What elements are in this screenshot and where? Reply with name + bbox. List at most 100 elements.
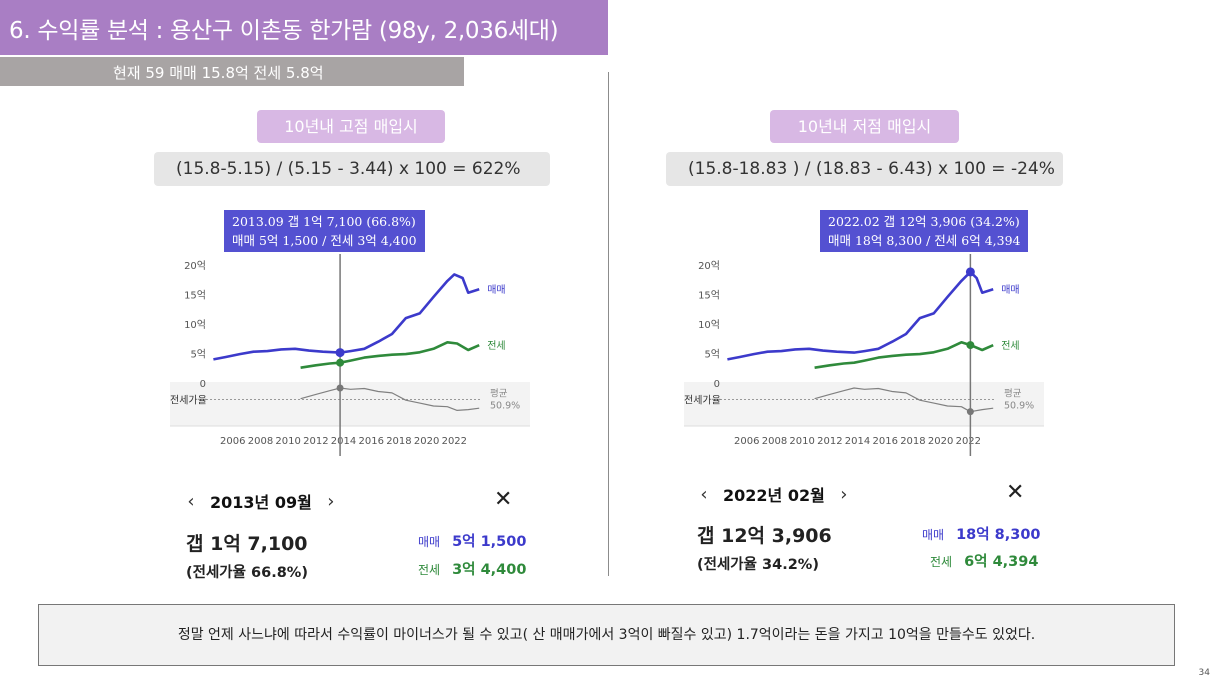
marker-dot-sale bbox=[335, 348, 345, 358]
page-subtitle: 현재 59 매매 15.8억 전세 5.8억 bbox=[113, 64, 324, 82]
x-tick-label: 2006 bbox=[734, 436, 759, 447]
ratio-average-value: 50.9% bbox=[1004, 401, 1034, 412]
series-line-sale bbox=[213, 273, 480, 361]
page-title: 6. 수익률 분석 : 용산구 이촌동 한가람 (98y, 2,036세대) bbox=[9, 18, 559, 44]
chevron-left-icon[interactable]: ‹ bbox=[700, 483, 708, 505]
formula-high-point: (15.8-5.15) / (5.15 - 3.44) x 100 = 622% bbox=[154, 152, 550, 186]
close-icon[interactable]: ✕ bbox=[1006, 480, 1025, 505]
x-tick-label: 2010 bbox=[789, 436, 814, 447]
ratio-average-label: 평균 bbox=[490, 389, 508, 400]
series-label: 전세 bbox=[487, 340, 505, 352]
series-label: 매매 bbox=[487, 284, 505, 296]
chart-tooltip: 2022.02 갭 12억 3,906 (34.2%) 매매 18억 8,300… bbox=[820, 210, 1029, 252]
price-chart-high-point[interactable]: 20억 15억 10억 5억 0 전세가율 평균 50.9% 2006 2008 2010 2012 2… bbox=[170, 210, 536, 470]
x-tick-label: 2018 bbox=[900, 436, 925, 447]
series-line-sale bbox=[727, 270, 994, 361]
jeonse-price-row: 전세 6억 4,394 bbox=[930, 550, 1038, 571]
x-tick-label: 2020 bbox=[928, 436, 953, 447]
jeonse-value: 3억 4,400 bbox=[452, 562, 527, 578]
month-label: 2013년 09월 bbox=[210, 493, 312, 512]
gap-value: 갭 1억 7,100 bbox=[186, 533, 308, 555]
ratio-label: 전세가율 bbox=[684, 395, 721, 407]
y-tick-label: 10억 bbox=[184, 319, 206, 331]
sale-value: 18억 8,300 bbox=[956, 527, 1041, 543]
month-nav: ‹ 2013년 09월 › bbox=[178, 489, 344, 513]
series-line-jeonse bbox=[814, 341, 994, 369]
marker-dot-ratio bbox=[336, 384, 344, 392]
tag-high-point: 10년내 고점 매입시 bbox=[257, 110, 445, 143]
sale-label: 매매 bbox=[922, 528, 945, 542]
close-icon[interactable]: ✕ bbox=[494, 487, 513, 512]
x-tick-label: 2022 bbox=[956, 436, 981, 447]
chart-tooltip: 2013.09 갭 1억 7,100 (66.8%) 매매 5억 1,500 /… bbox=[224, 210, 425, 252]
jeonse-value: 6억 4,394 bbox=[964, 554, 1039, 570]
y-tick-label: 20억 bbox=[184, 260, 206, 272]
y-tick-label: 15억 bbox=[184, 290, 206, 302]
x-tick-label: 2010 bbox=[275, 436, 300, 447]
jeonse-price-row: 전세 3억 4,400 bbox=[418, 558, 526, 579]
y-tick-label: 20억 bbox=[698, 260, 720, 272]
y-tick-label: 0 bbox=[714, 379, 720, 390]
x-tick-label: 2020 bbox=[414, 436, 439, 447]
y-tick-label: 5억 bbox=[704, 349, 720, 361]
x-tick-label: 2016 bbox=[873, 436, 898, 447]
sale-price-row: 매매 18억 8,300 bbox=[922, 523, 1041, 544]
ratio-average-value: 50.9% bbox=[490, 401, 520, 412]
panel-divider bbox=[608, 72, 609, 576]
x-tick-label: 2016 bbox=[359, 436, 384, 447]
detail-panel-high-point: ‹ 2013년 09월 › ✕ 갭 1억 7,100 (전세가율 66.8%) … bbox=[170, 485, 536, 585]
marker-dot-jeonse bbox=[966, 341, 975, 350]
title-bar: 6. 수익률 분석 : 용산구 이촌동 한가람 (98y, 2,036세대) bbox=[0, 0, 608, 55]
y-tick-label: 5억 bbox=[190, 349, 206, 361]
subtitle-bar: 현재 59 매매 15.8억 전세 5.8억 bbox=[0, 57, 464, 86]
chevron-left-icon[interactable]: ‹ bbox=[187, 490, 195, 512]
series-label: 매매 bbox=[1001, 284, 1019, 296]
x-tick-label: 2022 bbox=[442, 436, 467, 447]
sale-label: 매매 bbox=[418, 535, 441, 549]
ratio-band-bg bbox=[170, 382, 530, 426]
tooltip-line-2: 매매 18억 8,300 / 전세 6억 4,394 bbox=[828, 233, 1021, 248]
x-tick-label: 2006 bbox=[220, 436, 245, 447]
tooltip-line-1: 2022.02 갭 12억 3,906 (34.2%) bbox=[828, 214, 1020, 229]
detail-panel-low-point: ‹ 2022년 02월 › ✕ 갭 12억 3,906 (전세가율 34.2%)… bbox=[684, 478, 1050, 578]
series-line-ratio bbox=[300, 387, 480, 411]
x-tick-label: 2012 bbox=[817, 436, 842, 447]
x-tick-label: 2008 bbox=[248, 436, 273, 447]
summary-note: 정말 언제 사느냐에 따라서 수익률이 마이너스가 될 수 있고( 산 매매가에… bbox=[38, 604, 1175, 666]
jeonse-ratio: (전세가율 66.8%) bbox=[186, 565, 308, 581]
x-tick-label: 2014 bbox=[845, 436, 870, 447]
chevron-right-icon[interactable]: › bbox=[840, 483, 848, 505]
sale-value: 5억 1,500 bbox=[452, 534, 527, 550]
sale-price-row: 매매 5억 1,500 bbox=[418, 530, 526, 551]
jeonse-label: 전세 bbox=[418, 563, 441, 577]
jeonse-ratio: (전세가율 34.2%) bbox=[697, 557, 819, 573]
month-label: 2022년 02월 bbox=[723, 486, 825, 505]
price-chart-low-point[interactable]: 20억 15억 10억 5억 0 전세가율 평균 50.9% 2006 2008 2010 2012 2… bbox=[684, 210, 1050, 464]
y-tick-label: 10억 bbox=[698, 319, 720, 331]
x-tick-label: 2018 bbox=[386, 436, 411, 447]
chevron-right-icon[interactable]: › bbox=[327, 490, 335, 512]
month-nav: ‹ 2022년 02월 › bbox=[691, 482, 857, 506]
x-tick-label: 2014 bbox=[331, 436, 356, 447]
marker-dot-ratio bbox=[966, 408, 974, 416]
tooltip-line-2: 매매 5억 1,500 / 전세 3억 4,400 bbox=[232, 233, 417, 248]
ratio-label: 전세가율 bbox=[170, 395, 207, 407]
jeonse-label: 전세 bbox=[930, 555, 953, 569]
formula-low-point: (15.8-18.83 ) / (18.83 - 6.43) x 100 = -… bbox=[666, 152, 1063, 186]
ratio-average-label: 평균 bbox=[1004, 389, 1022, 400]
tooltip-line-1: 2013.09 갭 1억 7,100 (66.8%) bbox=[232, 214, 416, 229]
tag-low-point: 10년내 저점 매입시 bbox=[770, 110, 959, 143]
y-tick-label: 15억 bbox=[698, 290, 720, 302]
x-tick-label: 2012 bbox=[303, 436, 328, 447]
ratio-band-bg bbox=[684, 382, 1044, 426]
y-tick-label: 0 bbox=[200, 379, 206, 390]
page-number: 34 bbox=[1198, 668, 1210, 678]
series-label: 전세 bbox=[1001, 340, 1019, 352]
marker-dot-jeonse bbox=[336, 358, 345, 367]
series-line-jeonse bbox=[300, 341, 480, 369]
marker-dot-sale bbox=[965, 267, 975, 277]
gap-value: 갭 12억 3,906 bbox=[697, 525, 832, 547]
x-tick-label: 2008 bbox=[762, 436, 787, 447]
